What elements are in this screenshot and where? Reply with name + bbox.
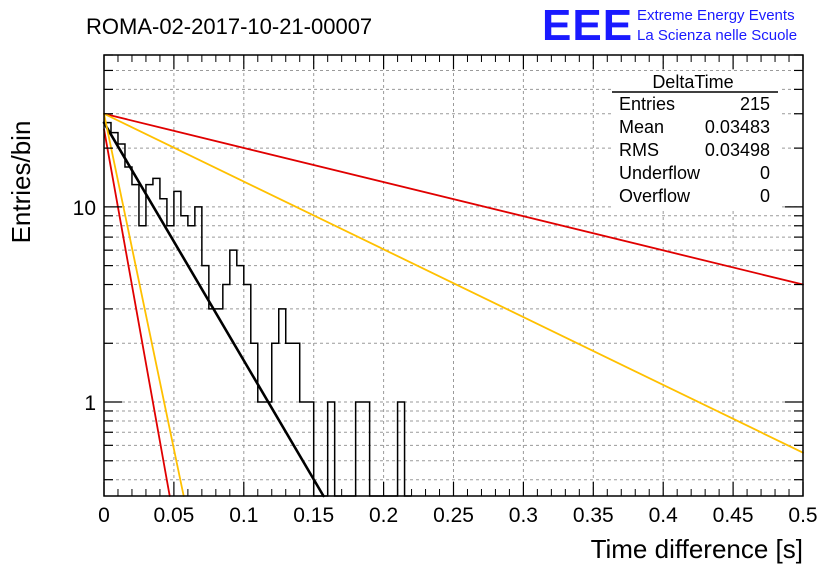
- x-tick-label: 0.1: [229, 504, 258, 527]
- logo-line-2: La Scienza nelle Scuole: [637, 27, 797, 44]
- stats-row-value: 0.03483: [705, 117, 770, 137]
- stats-box-title: DeltaTime: [652, 72, 733, 92]
- stats-row-label: Overflow: [619, 186, 691, 206]
- fit-lines: [102, 112, 804, 498]
- x-tick-label: 0.35: [573, 504, 614, 527]
- stats-row-label: Entries: [619, 94, 675, 114]
- run-title: ROMA-02-2017-10-21-00007: [86, 14, 372, 39]
- stats-box-background: [612, 72, 780, 208]
- stats-row-value: 0: [760, 186, 770, 206]
- x-axis-title: Time difference [s]: [591, 534, 803, 564]
- y-tick-label: 1: [84, 392, 96, 415]
- y-tick-label: 10: [73, 197, 96, 220]
- y-axis-title: Entries/bin: [6, 121, 36, 244]
- x-tick-label: 0.25: [433, 504, 474, 527]
- stats-rows: Entries 215 Mean 0.03483 RMS 0.03498Underflow…: [619, 94, 770, 206]
- x-tick-label: 0.05: [153, 504, 194, 527]
- stats-row-value: 0: [760, 163, 770, 183]
- histogram-outline: [104, 121, 412, 497]
- x-tick-label: 0.4: [649, 504, 679, 527]
- stats-row-value: 0.03498: [705, 140, 770, 160]
- reference-line: [103, 128, 171, 497]
- logo-line-1: Extreme Energy Events: [637, 7, 795, 24]
- x-tick-label: 0.5: [788, 504, 817, 527]
- tick-labels: 0 0.05 0.1 0.15 0.2 0.25 0.3 0.35 0.4 0.45 0.5 1 10: [73, 197, 818, 527]
- stats-row-label: Underflow: [619, 163, 701, 183]
- x-tick-label: 0.15: [293, 504, 334, 527]
- x-tick-label: 0.3: [509, 504, 538, 527]
- reference-line: [103, 112, 185, 497]
- stats-box: DeltaTime Entries 215 Mean 0.03483 RMS 0.0349…: [612, 72, 780, 208]
- reference-line: [103, 112, 804, 286]
- eee-logo: EEE: [542, 1, 633, 50]
- stats-row-label: RMS: [619, 140, 659, 160]
- x-tick-label: 0: [98, 504, 110, 527]
- fit-line: [102, 121, 325, 498]
- x-tick-label: 0.2: [369, 504, 398, 527]
- histogram: [104, 121, 412, 497]
- stats-row-label: Mean: [619, 117, 664, 137]
- x-tick-label: 0.45: [713, 504, 754, 527]
- stats-row-value: 215: [740, 94, 770, 114]
- reference-line: [103, 112, 804, 454]
- axis-ticks: [103, 54, 804, 496]
